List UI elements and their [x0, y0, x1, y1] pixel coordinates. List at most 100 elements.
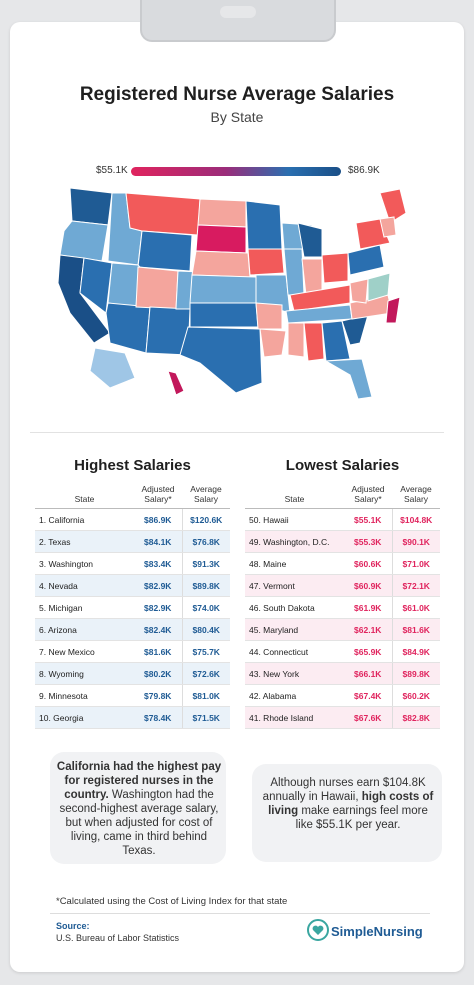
salary-cell: $91.3K	[181, 552, 230, 575]
legend-bar	[131, 167, 341, 176]
header-row: State Adjusted Salary* Average Salary	[245, 484, 440, 509]
state-cell: 45. Maryland	[245, 618, 344, 641]
table-row: 44. Connecticut $65.9K $84.9K	[245, 640, 440, 663]
state	[89, 347, 136, 389]
salary-cell: $60.9K	[344, 574, 392, 597]
column-header: State	[245, 484, 344, 509]
salary-cell: $81.6K	[391, 618, 440, 641]
salary-cell: $62.1K	[344, 618, 392, 641]
salary-cell: $82.9K	[134, 596, 182, 619]
state-cell: 43. New York	[245, 662, 344, 685]
legend-max: $86.9K	[348, 165, 380, 176]
source-label: Source:	[56, 921, 90, 931]
salary-cell: $83.4K	[134, 552, 182, 575]
state	[135, 266, 179, 310]
state	[191, 250, 251, 278]
salary-cell: $82.8K	[391, 706, 440, 729]
state-cell: 3. Washington	[35, 552, 134, 575]
salary-cell: $89.8K	[391, 662, 440, 685]
table-row: 10. Georgia $78.4K $71.5K	[35, 706, 230, 729]
callout-bg	[252, 764, 442, 862]
table-row: 7. New Mexico $81.6K $75.7K	[35, 640, 230, 663]
state	[321, 252, 349, 284]
state-cell: 49. Washington, D.C.	[245, 530, 344, 553]
callout-left: California had the highest pay for regis…	[56, 760, 222, 858]
salary-cell: $60.2K	[391, 684, 440, 707]
salary-cell: $81.6K	[134, 640, 182, 663]
salary-cell: $66.1K	[344, 662, 392, 685]
state	[321, 320, 351, 362]
divider	[30, 432, 444, 433]
us-map	[57, 187, 407, 400]
state	[379, 188, 407, 224]
state	[59, 220, 109, 262]
salary-cell: $86.9K	[134, 508, 182, 531]
state	[287, 322, 305, 358]
callout-text: make earnings feel more like $55.1K per …	[295, 805, 428, 831]
salary-cell: $61.0K	[391, 596, 440, 619]
state-cell: 48. Maine	[245, 552, 344, 575]
table-row: 3. Washington $83.4K $91.3K	[35, 552, 230, 575]
state-cell: 4. Nevada	[35, 574, 134, 597]
table-row: 9. Minnesota $79.8K $81.0K	[35, 684, 230, 707]
table-row: 46. South Dakota $61.9K $61.0K	[245, 596, 440, 619]
state	[179, 326, 263, 394]
header-row: State Adjusted Salary* Average Salary	[35, 484, 230, 509]
callout-text: Although nurses earn $104.8K annually in…	[262, 777, 426, 803]
callout-text: Washington had the second-highest averag…	[59, 789, 219, 857]
state-cell: 10. Georgia	[35, 706, 134, 729]
state	[125, 192, 201, 236]
state	[349, 278, 369, 304]
state-cell: 7. New Mexico	[35, 640, 134, 663]
state-cell: 50. Hawaii	[245, 508, 344, 531]
salary-cell: $78.4K	[134, 706, 182, 729]
table-row: 42. Alabama $67.4K $60.2K	[245, 684, 440, 707]
state	[69, 187, 113, 226]
logo-ring	[307, 919, 329, 941]
legend-min: $55.1K	[96, 165, 128, 176]
state	[379, 216, 397, 238]
table-row: 2. Texas $84.1K $76.8K	[35, 530, 230, 553]
state	[303, 322, 325, 362]
salary-cell: $55.3K	[344, 530, 392, 553]
state-cell: 41. Rhode Island	[245, 706, 344, 729]
column-header: Average Salary	[182, 484, 230, 509]
clipboard-clip-front	[140, 0, 336, 42]
salary-cell: $71.0K	[391, 552, 440, 575]
state	[189, 274, 257, 304]
state	[195, 224, 247, 254]
state-cell: 6. Arizona	[35, 618, 134, 641]
salary-cell: $65.9K	[344, 640, 392, 663]
salary-cell: $75.7K	[181, 640, 230, 663]
state-cell: 2. Texas	[35, 530, 134, 553]
highest-table: State Adjusted Salary* Average Salary 1. Ca…	[35, 484, 230, 729]
callout-bold: California had the highest pay for regis…	[56, 761, 222, 801]
salary-cell: $79.8K	[134, 684, 182, 707]
state-cell: 42. Alabama	[245, 684, 344, 707]
table-row: 43. New York $66.1K $89.8K	[245, 662, 440, 685]
state-cell: 9. Minnesota	[35, 684, 134, 707]
state-cell: 47. Vermont	[245, 574, 344, 597]
table-row: 49. Washington, D.C. $55.3K $90.1K	[245, 530, 440, 553]
table-row: 1. California $86.9K $120.6K	[35, 508, 230, 531]
salary-cell: $55.1K	[344, 508, 392, 531]
salary-cell: $67.4K	[344, 684, 392, 707]
lowest-title: Lowest Salaries	[285, 457, 400, 474]
table-row: 50. Hawaii $55.1K $104.8K	[245, 508, 440, 531]
state	[324, 358, 373, 400]
footnote: *Calculated using the Cost of Living Ind…	[56, 896, 288, 907]
salary-cell: $80.4K	[181, 618, 230, 641]
state	[301, 258, 323, 296]
state	[197, 198, 247, 228]
column-header: Average Salary	[392, 484, 440, 509]
state-cell: 46. South Dakota	[245, 596, 344, 619]
table-row: 6. Arizona $82.4K $80.4K	[35, 618, 230, 641]
state	[367, 272, 391, 302]
salary-cell: $90.1K	[391, 530, 440, 553]
state	[247, 248, 285, 276]
state	[347, 244, 385, 276]
divider	[50, 913, 430, 914]
salary-cell: $72.6K	[181, 662, 230, 685]
callout-bold: high costs of living	[268, 791, 434, 817]
highest-title: Highest Salaries	[74, 457, 191, 474]
